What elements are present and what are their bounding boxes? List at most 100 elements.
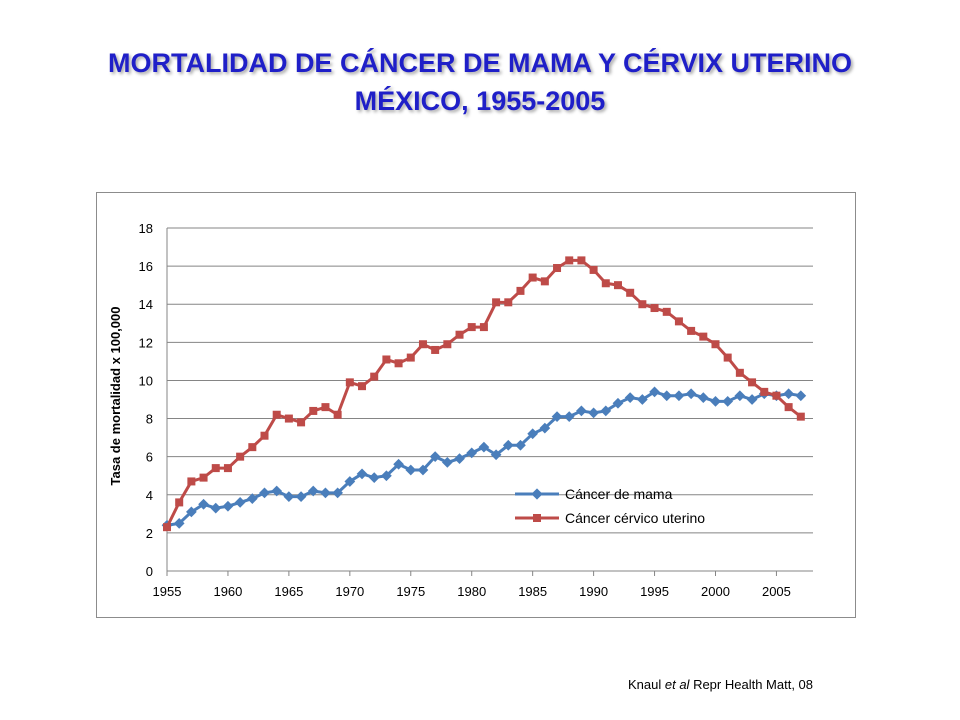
- data-point-mama: [271, 485, 283, 497]
- data-point-mama: [588, 407, 599, 419]
- data-point-mama: [795, 390, 807, 402]
- data-point-mama: [478, 441, 490, 453]
- citation-etal: et al: [664, 677, 690, 692]
- citation: Knaul et al Repr Health Matt, 08: [628, 677, 813, 692]
- legend-label-mama: Cáncer de mama: [565, 486, 673, 502]
- data-point-mama: [490, 449, 502, 461]
- data-point-cervico: [504, 298, 513, 307]
- data-point-mama: [356, 468, 368, 480]
- data-point-mama: [246, 493, 258, 504]
- x-tick-label: 1980: [457, 584, 486, 599]
- x-tick-label: 1975: [396, 584, 425, 599]
- y-tick-label: 18: [139, 221, 153, 236]
- data-point-cervico: [748, 378, 757, 387]
- data-point-cervico: [309, 406, 318, 415]
- x-axis-ticks: 1955 1960 1965 1970 1975 1980 1985 1990 1995 2000…: [153, 571, 791, 599]
- data-point-cervico: [711, 340, 720, 349]
- data-point-mama: [697, 392, 709, 403]
- series-group: [161, 256, 807, 532]
- data-point-mama: [405, 464, 417, 476]
- data-point-cervico: [406, 353, 415, 362]
- data-point-cervico: [358, 382, 367, 391]
- data-point-mama: [636, 394, 648, 405]
- series-line-mama: [166, 390, 802, 527]
- data-point-cervico: [540, 277, 549, 286]
- data-point-mama: [454, 453, 465, 464]
- y-axis-ticks: 0 2 4 6 8 10 12 14 16 18: [139, 221, 153, 579]
- data-point-mama: [661, 390, 673, 402]
- data-point-cervico: [735, 368, 744, 377]
- data-point-mama: [429, 451, 441, 463]
- data-point-cervico: [382, 355, 391, 364]
- data-point-cervico: [796, 412, 805, 421]
- legend: Cáncer de mama Cáncer cérvico uterino: [515, 486, 705, 526]
- data-point-cervico: [662, 307, 671, 316]
- data-point-cervico: [589, 265, 598, 274]
- data-point-cervico: [418, 340, 427, 349]
- data-point-mama: [685, 388, 697, 400]
- data-point-mama: [624, 392, 636, 403]
- data-point-mama: [222, 500, 234, 512]
- x-tick-label: 1990: [579, 584, 608, 599]
- x-tick-label: 1960: [213, 584, 242, 599]
- data-point-cervico: [772, 391, 781, 400]
- data-point-cervico: [248, 443, 257, 452]
- data-point-mama: [649, 386, 660, 398]
- data-point-mama: [722, 396, 734, 407]
- y-tick-label: 2: [146, 526, 153, 541]
- y-tick-label: 14: [139, 297, 153, 312]
- data-point-cervico: [431, 345, 440, 354]
- gridlines: [167, 227, 813, 534]
- data-point-cervico: [333, 410, 342, 419]
- x-tick-label: 1955: [153, 584, 182, 599]
- legend-marker-cervico: [533, 514, 541, 522]
- data-point-cervico: [613, 281, 622, 290]
- chart-title-line1: MORTALIDAD DE CÁNCER DE MAMA Y CÉRVIX UT…: [107, 48, 853, 78]
- y-tick-label: 8: [146, 412, 153, 427]
- data-point-cervico: [528, 273, 537, 282]
- data-point-mama: [783, 388, 794, 400]
- data-point-cervico: [370, 372, 379, 381]
- data-point-cervico: [565, 256, 574, 265]
- data-point-mama: [259, 487, 270, 499]
- data-point-mama: [673, 390, 685, 402]
- data-point-cervico: [467, 323, 476, 332]
- y-tick-label: 12: [139, 335, 153, 350]
- data-point-cervico: [394, 359, 403, 368]
- line-chart: 0 2 4 6 8 10 12 14 16 18 1955 1960 1965 1970 1975 1980…: [108, 221, 813, 599]
- data-point-cervico: [345, 378, 354, 387]
- data-point-cervico: [455, 330, 464, 339]
- x-tick-label: 2000: [701, 584, 730, 599]
- data-point-cervico: [492, 298, 501, 307]
- data-point-mama: [502, 439, 514, 451]
- data-point-mama: [710, 396, 721, 407]
- data-point-mama: [320, 487, 331, 499]
- y-tick-label: 0: [146, 564, 153, 579]
- data-point-mama: [381, 470, 392, 482]
- x-tick-label: 1965: [274, 584, 303, 599]
- chart-title-line2: MÉXICO, 1955-2005: [354, 86, 606, 116]
- data-point-cervico: [321, 403, 330, 412]
- y-tick-label: 6: [146, 450, 153, 465]
- data-point-mama: [295, 491, 307, 503]
- data-point-cervico: [211, 464, 220, 473]
- data-point-cervico: [272, 410, 281, 419]
- data-point-cervico: [760, 387, 769, 396]
- data-point-cervico: [297, 418, 306, 427]
- data-point-cervico: [577, 256, 586, 265]
- data-point-cervico: [187, 477, 196, 486]
- citation-author: Knaul: [628, 677, 665, 692]
- x-tick-label: 1985: [518, 584, 547, 599]
- data-point-cervico: [175, 498, 184, 507]
- y-axis-label: Tasa de mortalidad x 100,000: [108, 307, 123, 486]
- x-tick-label: 2005: [762, 584, 791, 599]
- data-point-mama: [344, 476, 356, 487]
- data-point-cervico: [516, 286, 525, 295]
- citation-source: Repr Health Matt, 08: [689, 677, 814, 692]
- data-point-cervico: [223, 464, 232, 473]
- data-point-cervico: [674, 317, 683, 326]
- data-point-mama: [393, 458, 404, 470]
- y-tick-label: 16: [139, 259, 153, 274]
- data-point-cervico: [260, 431, 269, 440]
- x-tick-label: 1970: [335, 584, 364, 599]
